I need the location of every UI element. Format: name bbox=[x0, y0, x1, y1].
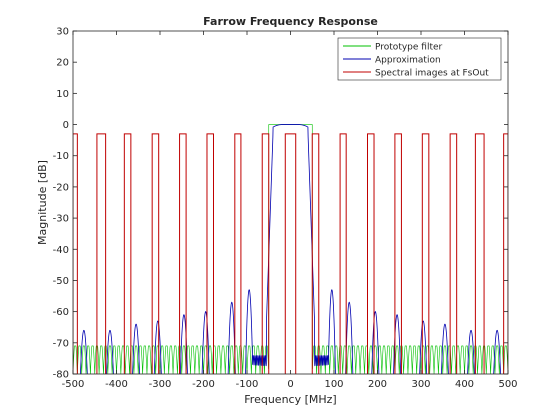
y-tick-label: -10 bbox=[53, 151, 69, 162]
x-tick-label: -200 bbox=[192, 379, 215, 390]
plot-area bbox=[73, 31, 508, 374]
y-tick-label: -20 bbox=[53, 182, 69, 193]
x-tick-label: -400 bbox=[105, 379, 128, 390]
y-tick-label: 20 bbox=[56, 58, 69, 69]
y-tick-label: 10 bbox=[56, 89, 69, 100]
y-tick-label: -80 bbox=[53, 370, 69, 381]
x-tick-label: 500 bbox=[498, 379, 517, 390]
y-tick-label: -60 bbox=[53, 307, 69, 318]
x-tick-label: 100 bbox=[324, 379, 343, 390]
y-tick-label: 0 bbox=[63, 120, 69, 131]
ticks-layer: -500 -400 -300 -200 -100 0 100 200 300 400 500-80-… bbox=[53, 27, 518, 391]
x-tick-label: 400 bbox=[455, 379, 474, 390]
y-tick-label: -30 bbox=[53, 214, 69, 225]
x-tick-label: -300 bbox=[149, 379, 172, 390]
x-tick-label: -500 bbox=[62, 379, 85, 390]
series-spectral-images bbox=[73, 133, 508, 374]
legend-entry-prototype: Prototype filter bbox=[375, 43, 443, 53]
x-tick-label: -100 bbox=[236, 379, 259, 390]
x-tick-label: 300 bbox=[411, 379, 430, 390]
x-axis-label: Frequency [MHz] bbox=[244, 393, 336, 406]
legend-entry-spectral-images: Spectral images at FsOut bbox=[375, 69, 489, 79]
legend: Prototype filter Approximation Spectral … bbox=[337, 37, 502, 81]
y-tick-label: -50 bbox=[53, 276, 69, 287]
legend-entry-approximation: Approximation bbox=[375, 56, 441, 66]
chart-title: Farrow Frequency Response bbox=[203, 15, 378, 28]
series-layer bbox=[73, 124, 508, 374]
x-tick-label: 200 bbox=[368, 379, 387, 390]
y-tick-label: -70 bbox=[53, 338, 69, 349]
y-axis-label: Magnitude [dB] bbox=[36, 160, 49, 245]
y-tick-label: -40 bbox=[53, 245, 69, 256]
series-approximation bbox=[80, 124, 501, 374]
y-tick-label: 30 bbox=[56, 27, 69, 38]
x-tick-label: 0 bbox=[287, 379, 293, 390]
